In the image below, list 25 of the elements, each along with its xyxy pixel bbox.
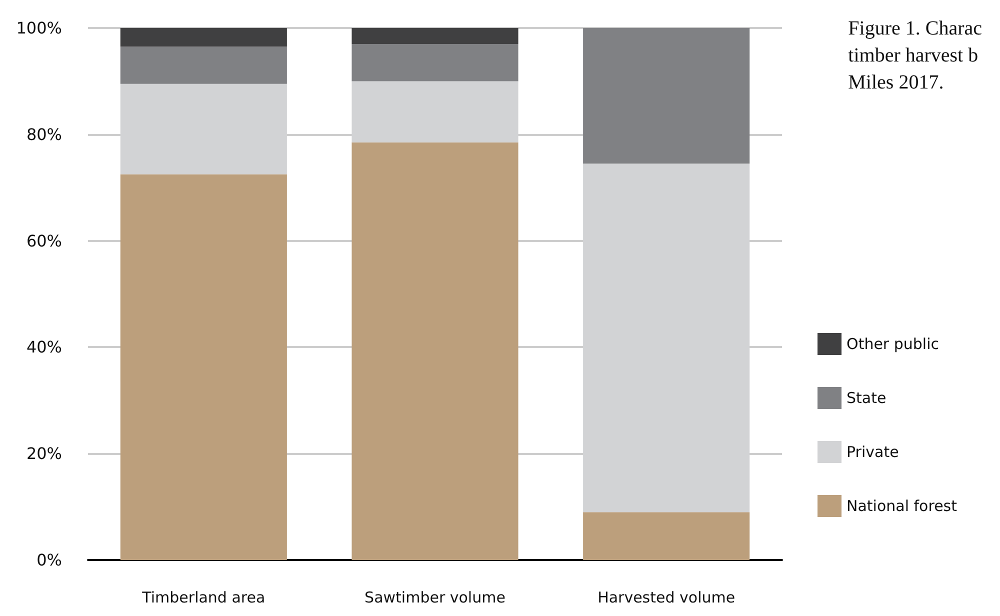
x-tick-label: Harvested volume: [598, 588, 736, 606]
y-tick-label: 60%: [26, 231, 62, 250]
bar: [352, 28, 518, 44]
y-tick-label: 80%: [26, 124, 62, 144]
bar: [120, 174, 287, 560]
bar: [120, 28, 287, 47]
legend-label: Private: [846, 443, 899, 461]
y-tick-label: 20%: [26, 444, 62, 464]
text: Figure 1. Charac timber harvest b Miles 2017.: [848, 18, 982, 94]
bar: [120, 46, 287, 84]
y-tick-label: 40%: [26, 338, 62, 357]
bar: [583, 164, 750, 512]
bar: [583, 512, 750, 560]
legend-label: State: [846, 389, 886, 407]
legend-label: National forest: [846, 497, 958, 515]
x-tick-label: Sawtimber volume: [364, 588, 506, 606]
bar: [352, 44, 518, 82]
bar: [120, 84, 287, 174]
bar: [352, 81, 518, 142]
y-tick-label: 100%: [16, 18, 62, 38]
bar: [352, 142, 518, 560]
y-tick-label: 0%: [36, 550, 62, 570]
x-tick-label: Timberland area: [141, 588, 266, 606]
bar: [583, 28, 750, 164]
legend-label: Other public: [846, 335, 940, 353]
